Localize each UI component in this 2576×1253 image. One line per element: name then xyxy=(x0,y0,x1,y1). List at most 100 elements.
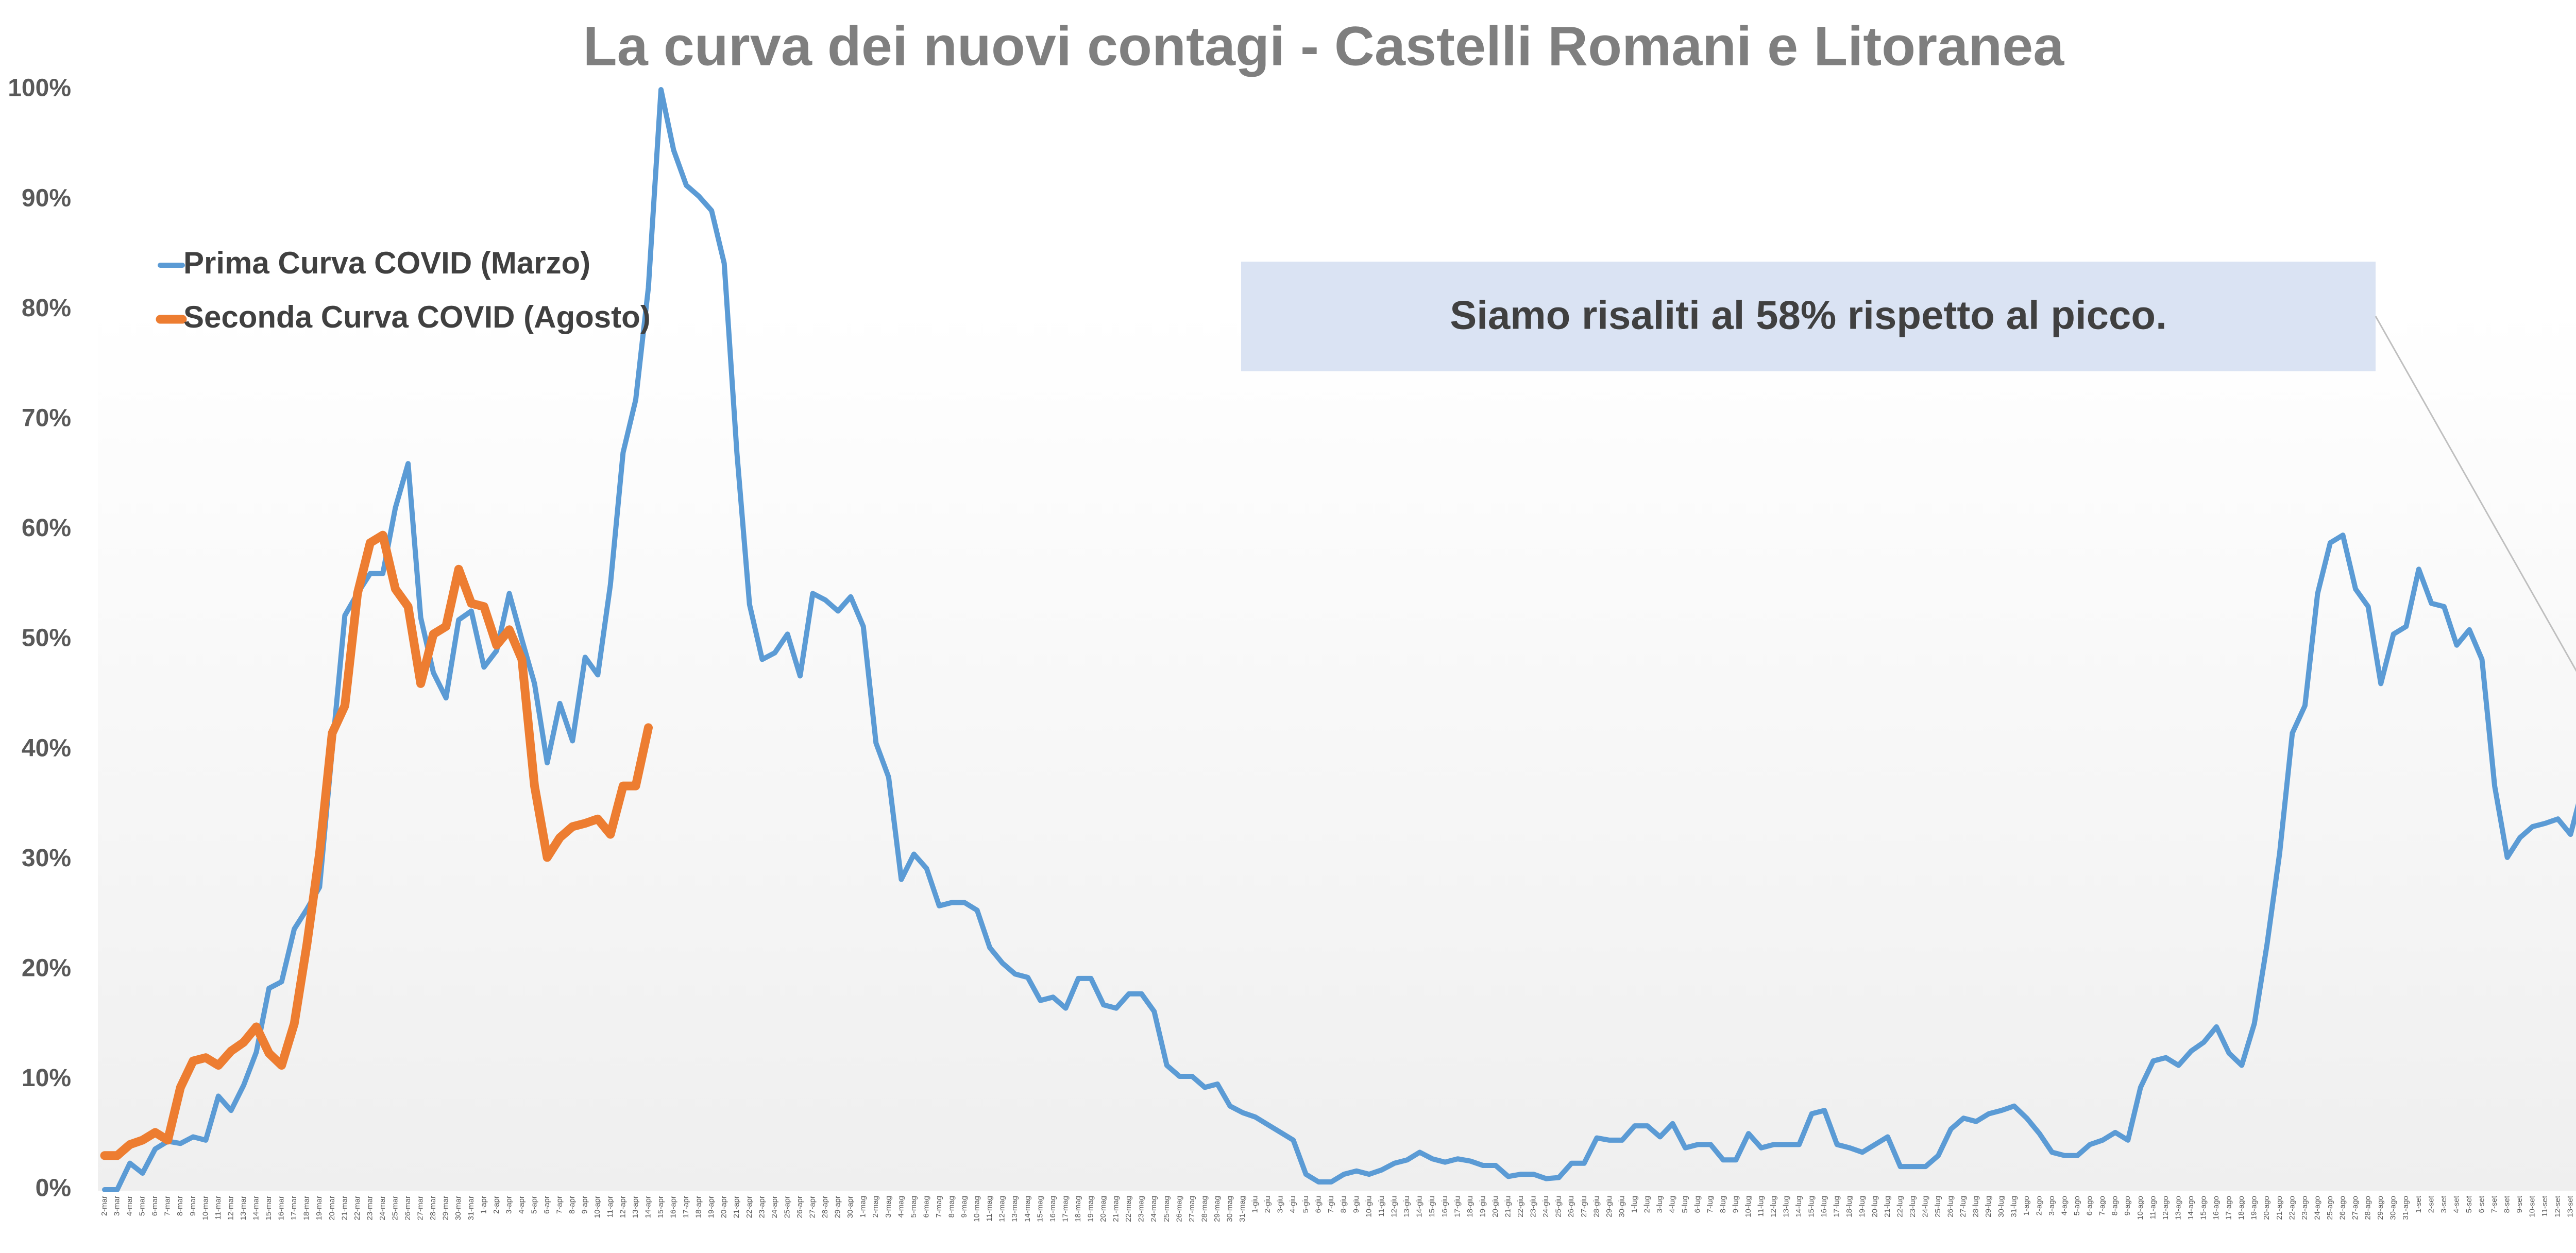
x-tick-label: 8-apr xyxy=(568,1196,577,1214)
x-tick-label: 27-lug xyxy=(1959,1196,1968,1217)
y-tick-label: 30% xyxy=(22,845,71,872)
x-tick-label: 15-giu xyxy=(1428,1196,1436,1217)
y-tick-label: 70% xyxy=(22,404,71,432)
x-tick-label: 1-mag xyxy=(859,1196,868,1218)
x-tick-label: 23-mag xyxy=(1137,1196,1146,1222)
x-tick-label: 4-lug xyxy=(1668,1196,1677,1213)
x-tick-label: 28-giu xyxy=(1592,1196,1601,1217)
x-tick-label: 26-mag xyxy=(1175,1196,1183,1222)
y-tick-label: 10% xyxy=(22,1065,71,1092)
x-tick-label: 4-set xyxy=(2452,1195,2461,1213)
x-tick-label: 7-apr xyxy=(555,1196,564,1214)
x-tick-label: 7-mar xyxy=(163,1196,172,1216)
x-tick-label: 12-ago xyxy=(2161,1196,2170,1220)
x-tick-label: 13-lug xyxy=(1782,1196,1791,1217)
x-tick-label: 21-apr xyxy=(732,1196,741,1218)
x-tick-label: 26-lug xyxy=(1946,1196,1955,1217)
x-tick-label: 8-giu xyxy=(1339,1196,1348,1213)
x-tick-label: 10-mag xyxy=(973,1196,981,1222)
x-tick-label: 13-giu xyxy=(1402,1196,1411,1217)
x-tick-label: 5-apr xyxy=(530,1196,539,1214)
x-tick-label: 27-mag xyxy=(1188,1196,1196,1222)
x-tick-label: 4-apr xyxy=(517,1196,526,1214)
x-tick-label: 14-giu xyxy=(1415,1196,1424,1217)
x-tick-label: 18-mag xyxy=(1074,1196,1082,1222)
x-tick-label: 20-apr xyxy=(720,1196,728,1218)
x-tick-label: 19-mag xyxy=(1087,1196,1095,1222)
x-tick-label: 19-ago xyxy=(2250,1196,2259,1220)
x-tick-label: 25-giu xyxy=(1554,1196,1563,1217)
x-tick-label: 27-apr xyxy=(808,1196,817,1218)
y-tick-label: 90% xyxy=(22,184,71,212)
x-tick-label: 29-lug xyxy=(1984,1196,1993,1217)
x-tick-label: 21-ago xyxy=(2275,1196,2284,1220)
y-tick-label: 50% xyxy=(22,625,71,652)
x-tick-label: 4-mar xyxy=(125,1196,134,1216)
x-tick-label: 28-apr xyxy=(821,1196,829,1218)
series-line xyxy=(100,530,653,1160)
x-tick-label: 18-apr xyxy=(694,1196,703,1218)
x-tick-label: 3-mag xyxy=(884,1196,893,1218)
x-tick-label: 7-set xyxy=(2490,1195,2499,1213)
x-tick-label: 4-ago xyxy=(2060,1196,2069,1215)
x-tick-label: 8-lug xyxy=(1719,1196,1727,1213)
x-tick-label: 6-set xyxy=(2478,1195,2486,1213)
x-tick-label: 30-mar xyxy=(454,1196,463,1221)
x-tick-label: 31-mar xyxy=(467,1196,476,1221)
x-tick-label: 3-lug xyxy=(1655,1196,1664,1213)
x-tick-label: 15-lug xyxy=(1807,1196,1816,1217)
x-tick-label: 13-apr xyxy=(631,1196,640,1218)
x-tick-label: 24-ago xyxy=(2313,1196,2321,1220)
x-tick-label: 1-ago xyxy=(2022,1196,2031,1215)
x-tick-label: 1-apr xyxy=(479,1196,488,1214)
x-tick-label: 13-ago xyxy=(2174,1196,2182,1220)
x-tick-label: 18-lug xyxy=(1845,1196,1854,1217)
x-tick-label: 15-ago xyxy=(2199,1196,2208,1220)
x-tick-label: 9-apr xyxy=(581,1196,589,1214)
x-tick-label: 2-lug xyxy=(1643,1196,1652,1213)
x-tick-label: 24-lug xyxy=(1921,1196,1930,1217)
x-tick-label: 31-lug xyxy=(2009,1196,2018,1217)
x-tick-label: 25-apr xyxy=(783,1196,791,1218)
x-tick-label: 22-apr xyxy=(745,1196,754,1218)
annotation-text: Siamo risaliti al 58% rispetto al picco. xyxy=(1450,293,2167,338)
x-tick-label: 10-lug xyxy=(1744,1196,1753,1217)
x-tick-label: 20-mag xyxy=(1099,1196,1108,1222)
x-tick-label: 10-mar xyxy=(201,1196,210,1221)
x-tick-label: 25-lug xyxy=(1934,1196,1942,1217)
y-tick-label: 80% xyxy=(22,295,71,322)
x-tick-label: 16-giu xyxy=(1440,1196,1449,1217)
plot-background xyxy=(98,309,2576,1191)
x-tick-label: 14-mar xyxy=(252,1196,261,1221)
x-tick-label: 30-lug xyxy=(1997,1196,2006,1217)
x-tick-label: 25-mag xyxy=(1162,1196,1171,1222)
x-tick-label: 18-mar xyxy=(302,1196,311,1221)
x-tick-label: 4-mag xyxy=(896,1196,905,1218)
x-tick-label: 17-apr xyxy=(682,1196,690,1218)
series-line xyxy=(102,87,2576,1192)
x-tick-label: 16-lug xyxy=(1820,1196,1828,1217)
x-tick-label: 28-mar xyxy=(429,1196,437,1221)
y-tick-label: 0% xyxy=(36,1175,71,1202)
x-tick-label: 22-lug xyxy=(1895,1196,1904,1217)
x-tick-label: 29-mar xyxy=(442,1196,450,1221)
x-tick-label: 2-ago xyxy=(2035,1196,2043,1215)
legend-label: Seconda Curva COVID (Agosto) xyxy=(183,300,651,334)
x-tick-label: 26-giu xyxy=(1567,1196,1575,1217)
x-tick-label: 11-apr xyxy=(606,1196,615,1217)
x-tick-label: 9-mag xyxy=(960,1196,969,1218)
x-tick-label: 10-apr xyxy=(593,1196,602,1218)
x-tick-label: 6-mar xyxy=(150,1196,159,1216)
x-tick-label: 14-apr xyxy=(643,1196,652,1218)
x-tick-label: 5-mar xyxy=(138,1196,147,1216)
x-tick-label: 29-apr xyxy=(834,1196,842,1218)
x-tick-label: 14-mag xyxy=(1023,1196,1032,1222)
x-tick-label: 12-lug xyxy=(1769,1196,1778,1217)
x-tick-label: 30-apr xyxy=(846,1196,855,1218)
x-tick-label: 29-ago xyxy=(2376,1196,2385,1220)
x-tick-label: 5-giu xyxy=(1301,1196,1310,1213)
x-tick-label: 17-ago xyxy=(2225,1196,2233,1220)
x-tick-label: 13-mar xyxy=(239,1196,248,1221)
y-tick-label: 100% xyxy=(8,75,71,102)
